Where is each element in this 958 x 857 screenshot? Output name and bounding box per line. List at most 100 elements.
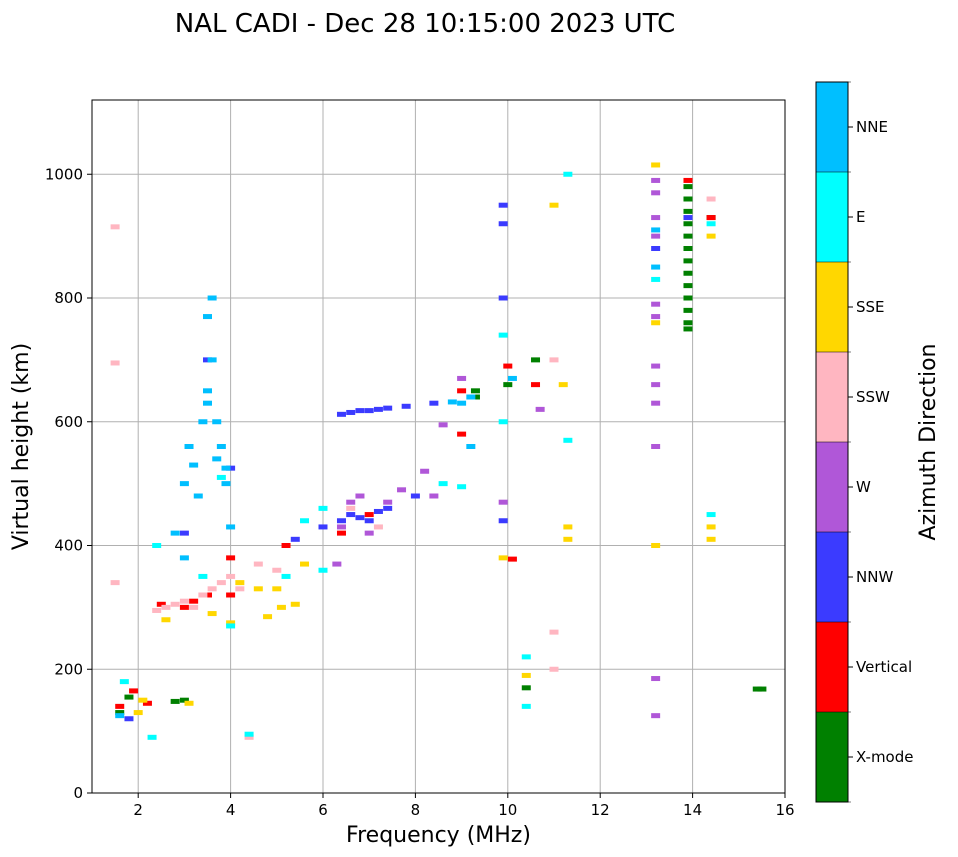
data-point (683, 283, 693, 289)
series-nne (115, 227, 661, 719)
colorbar-label: Azimuth Direction (916, 343, 941, 540)
data-point (346, 409, 356, 415)
data-point (272, 586, 282, 592)
data-point (355, 408, 365, 414)
y-tick-label: 0 (73, 784, 83, 802)
data-point (198, 592, 208, 598)
data-point (318, 524, 328, 530)
grid-lines (92, 100, 786, 794)
data-point (373, 508, 383, 514)
colorbar-tick-label: E (856, 208, 865, 226)
data-point (355, 493, 365, 499)
data-point (184, 700, 194, 706)
data-point (221, 465, 231, 471)
data-point (115, 710, 125, 716)
data-point (438, 422, 448, 428)
data-point (498, 419, 508, 425)
data-point (531, 357, 541, 363)
data-point (752, 686, 762, 692)
x-axis-ticks: 2 4 6 8 10 12 14 16 (133, 793, 795, 819)
data-point (318, 567, 328, 573)
data-point (651, 400, 661, 406)
data-point (364, 512, 374, 518)
data-point (336, 524, 346, 530)
data-point (203, 400, 212, 406)
data-point (336, 518, 346, 524)
data-point (498, 202, 508, 208)
colorbar-segment (816, 532, 848, 622)
data-point (203, 314, 212, 320)
data-point (683, 221, 693, 227)
colorbar-segment (816, 622, 848, 712)
data-point (706, 512, 716, 518)
data-point (507, 375, 517, 381)
data-point (651, 190, 661, 196)
data-point (373, 406, 383, 412)
data-point (207, 295, 217, 301)
colorbar-segment (816, 352, 848, 442)
data-point (184, 444, 194, 449)
data-point (355, 515, 365, 521)
data-point (198, 573, 208, 579)
data-point (226, 573, 236, 579)
data-point (683, 326, 693, 332)
colorbar-tick-label: NNE (856, 118, 888, 136)
series-x-mode (115, 184, 767, 716)
data-point (563, 524, 573, 530)
data-point (651, 233, 661, 239)
data-point (147, 734, 157, 740)
data-point (383, 505, 393, 511)
data-point (466, 444, 476, 449)
data-point (683, 184, 693, 190)
data-point (706, 215, 716, 221)
colorbar-segment (816, 442, 848, 532)
data-point (179, 604, 189, 610)
x-tick-label: 8 (411, 801, 421, 819)
data-point (263, 614, 273, 620)
x-tick-label: 2 (133, 801, 143, 819)
x-tick-label: 4 (226, 801, 236, 819)
data-point (170, 601, 180, 607)
data-point (383, 499, 393, 505)
data-point (272, 567, 282, 573)
y-axis-ticks: 0 200 400 600 800 1000 (45, 165, 92, 802)
data-point (683, 196, 693, 202)
colorbar-segment (816, 172, 848, 262)
data-point (470, 388, 480, 394)
data-point (226, 620, 236, 626)
data-point (498, 555, 508, 561)
data-point (226, 524, 236, 530)
data-point (170, 530, 180, 536)
data-point (466, 394, 476, 400)
data-point (457, 484, 467, 490)
data-point (498, 221, 508, 227)
y-axis-label: Virtual height (km) (9, 343, 34, 550)
data-point (498, 332, 508, 338)
data-point (683, 270, 693, 276)
data-point (549, 666, 559, 672)
data-point (124, 716, 134, 722)
data-point (651, 215, 661, 221)
colorbar-frame (815, 81, 849, 803)
data-point (457, 375, 467, 381)
data-point (189, 604, 199, 610)
data-point (549, 629, 559, 635)
data-point (503, 363, 513, 369)
data-point (281, 543, 291, 548)
data-point (290, 601, 300, 607)
series-ssw (110, 196, 716, 740)
data-point (115, 703, 125, 709)
data-point (253, 586, 263, 592)
data-point (521, 703, 531, 709)
data-point (401, 403, 411, 409)
data-point (683, 177, 693, 183)
data-point (300, 518, 310, 524)
data-point (706, 524, 716, 530)
data-point (203, 388, 212, 394)
y-tick-label: 800 (54, 289, 83, 307)
series-nnw (124, 202, 693, 722)
data-point (706, 221, 716, 227)
data-point (651, 444, 661, 449)
data-point (651, 382, 661, 388)
data-point (498, 295, 508, 301)
